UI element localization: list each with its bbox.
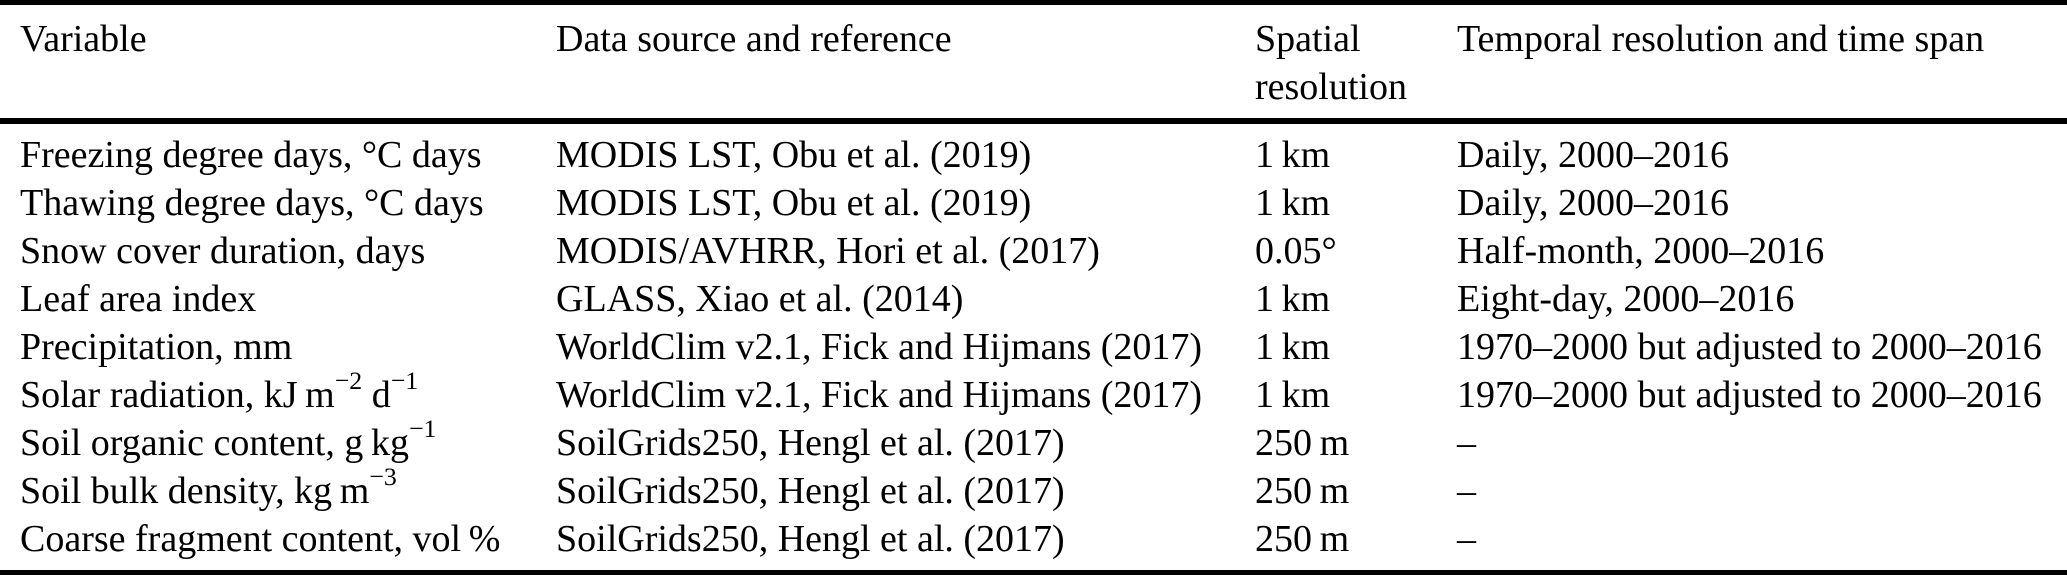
table-row: Soil bulk density, kg m−3 SoilGrids250, … — [0, 461, 2067, 515]
cell-temporal-resolution: Half-month, 2000–2016 — [1457, 230, 1825, 272]
cell-source: MODIS LST, Obu et al. (2019) — [556, 182, 1032, 224]
table-bottom-rule — [0, 570, 2067, 575]
cell-source: MODIS LST, Obu et al. (2019) — [556, 134, 1032, 176]
column-header-source: Data source and reference — [556, 18, 952, 60]
cell-temporal-resolution: – — [1457, 422, 1476, 464]
cell-variable: Snow cover duration, days — [20, 230, 426, 272]
cell-variable: Soil organic content, g kg−1 — [20, 413, 437, 464]
cell-spatial-resolution: 1 km — [1255, 182, 1331, 224]
column-header-variable: Variable — [20, 18, 147, 60]
cell-spatial-resolution: 250 m — [1255, 422, 1350, 464]
table-header-row: Variable Data source and reference Spati… — [0, 5, 2067, 118]
cell-source: WorldClim v2.1, Fick and Hijmans (2017) — [556, 326, 1203, 368]
cell-spatial-resolution: 250 m — [1255, 470, 1350, 512]
cell-source: SoilGrids250, Hengl et al. (2017) — [556, 518, 1065, 560]
cell-source: SoilGrids250, Hengl et al. (2017) — [556, 422, 1065, 464]
cell-source: SoilGrids250, Hengl et al. (2017) — [556, 470, 1065, 512]
cell-temporal-resolution: Eight-day, 2000–2016 — [1457, 278, 1795, 320]
column-header-temporal: Temporal resolution and time span — [1457, 18, 1985, 60]
cell-source: MODIS/AVHRR, Hori et al. (2017) — [556, 230, 1100, 272]
table-row: Snow cover duration, days MODIS/AVHRR, H… — [0, 227, 2067, 275]
cell-variable: Precipitation, mm — [20, 326, 293, 368]
cell-source: WorldClim v2.1, Fick and Hijmans (2017) — [556, 374, 1203, 416]
table-row: Solar radiation, kJ m−2 d−1 WorldClim v2… — [0, 365, 2067, 419]
cell-temporal-resolution: Daily, 2000–2016 — [1457, 182, 1729, 224]
cell-variable: Coarse fragment content, vol % — [20, 518, 501, 560]
cell-temporal-resolution: – — [1457, 470, 1476, 512]
cell-variable: Solar radiation, kJ m−2 d−1 — [20, 365, 419, 416]
table-top-rule — [0, 0, 2067, 5]
cell-spatial-resolution: 1 km — [1255, 326, 1331, 368]
cell-variable: Leaf area index — [20, 278, 257, 320]
table-row: Freezing degree days, °C days MODIS LST,… — [0, 131, 2067, 179]
cell-temporal-resolution: – — [1457, 518, 1476, 560]
cell-variable: Soil bulk density, kg m−3 — [20, 461, 397, 512]
cell-source: GLASS, Xiao et al. (2014) — [556, 278, 964, 320]
cell-temporal-resolution: Daily, 2000–2016 — [1457, 134, 1729, 176]
table-row: Precipitation, mm WorldClim v2.1, Fick a… — [0, 323, 2067, 371]
table-mid-rule — [0, 118, 2067, 124]
cell-spatial-resolution: 1 km — [1255, 134, 1331, 176]
cell-spatial-resolution: 1 km — [1255, 278, 1331, 320]
cell-temporal-resolution: 1970–2000 but adjusted to 2000–2016 — [1457, 326, 2042, 368]
cell-spatial-resolution: 1 km — [1255, 374, 1331, 416]
table-body: Freezing degree days, °C days MODIS LST,… — [0, 124, 2067, 570]
cell-spatial-resolution: 0.05° — [1255, 230, 1337, 272]
cell-variable: Freezing degree days, °C days — [20, 134, 482, 176]
table-row: Soil organic content, g kg−1 SoilGrids25… — [0, 413, 2067, 467]
table-row: Coarse fragment content, vol % SoilGrids… — [0, 515, 2067, 563]
table-row: Thawing degree days, °C days MODIS LST, … — [0, 179, 2067, 227]
cell-variable: Thawing degree days, °C days — [20, 182, 484, 224]
cell-temporal-resolution: 1970–2000 but adjusted to 2000–2016 — [1457, 374, 2042, 416]
cell-spatial-resolution: 250 m — [1255, 518, 1350, 560]
column-header-spatial: Spatial resolution — [1255, 18, 1407, 108]
table-row: Leaf area index GLASS, Xiao et al. (2014… — [0, 275, 2067, 323]
